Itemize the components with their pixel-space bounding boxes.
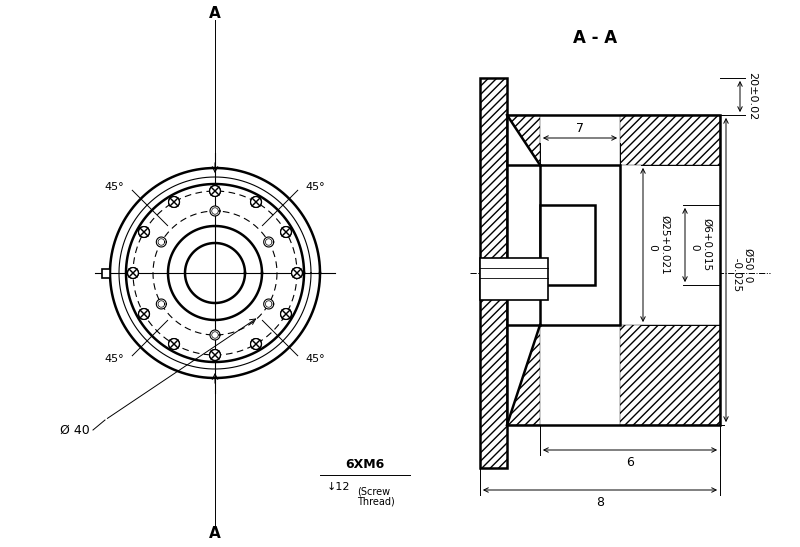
- Text: A: A: [209, 5, 221, 20]
- Circle shape: [264, 237, 274, 247]
- Circle shape: [138, 309, 150, 319]
- Circle shape: [138, 226, 150, 237]
- Circle shape: [169, 196, 179, 207]
- Bar: [480, 258, 548, 300]
- Polygon shape: [507, 115, 720, 425]
- Circle shape: [291, 267, 302, 278]
- Text: 45°: 45°: [306, 354, 326, 364]
- Circle shape: [127, 267, 138, 278]
- Text: A - A: A - A: [573, 29, 617, 47]
- Text: 45°: 45°: [306, 182, 326, 192]
- Text: Ø25+0.021
         0: Ø25+0.021 0: [648, 215, 670, 275]
- Circle shape: [250, 196, 262, 207]
- Text: A: A: [209, 527, 221, 542]
- Text: ↓12: ↓12: [327, 482, 350, 492]
- Text: 6: 6: [626, 456, 634, 468]
- Bar: [480, 78, 507, 468]
- Circle shape: [156, 299, 166, 309]
- Bar: [620, 325, 720, 425]
- Bar: [480, 78, 507, 468]
- Text: Ø 40: Ø 40: [60, 423, 90, 437]
- Text: 7: 7: [576, 121, 584, 135]
- Circle shape: [210, 330, 220, 340]
- Circle shape: [210, 206, 220, 216]
- Bar: [540, 165, 620, 325]
- Circle shape: [250, 339, 262, 350]
- Circle shape: [264, 299, 274, 309]
- Text: 20±0.02: 20±0.02: [747, 72, 757, 121]
- Circle shape: [210, 185, 221, 196]
- Text: Ø6+0.015
        0: Ø6+0.015 0: [690, 218, 712, 271]
- Text: (Screw: (Screw: [357, 486, 390, 496]
- Circle shape: [156, 237, 166, 247]
- Circle shape: [281, 309, 291, 319]
- Text: 45°: 45°: [105, 182, 124, 192]
- Circle shape: [281, 226, 291, 237]
- Bar: [102, 269, 110, 277]
- Text: Ø50  0
   -0.025: Ø50 0 -0.025: [732, 248, 754, 292]
- Bar: [540, 205, 595, 285]
- Circle shape: [169, 339, 179, 350]
- Text: Thread): Thread): [357, 497, 394, 507]
- Circle shape: [210, 350, 221, 360]
- Text: 45°: 45°: [105, 354, 124, 364]
- Text: 8: 8: [596, 496, 604, 509]
- Bar: [620, 115, 720, 165]
- Text: 6XM6: 6XM6: [346, 458, 385, 471]
